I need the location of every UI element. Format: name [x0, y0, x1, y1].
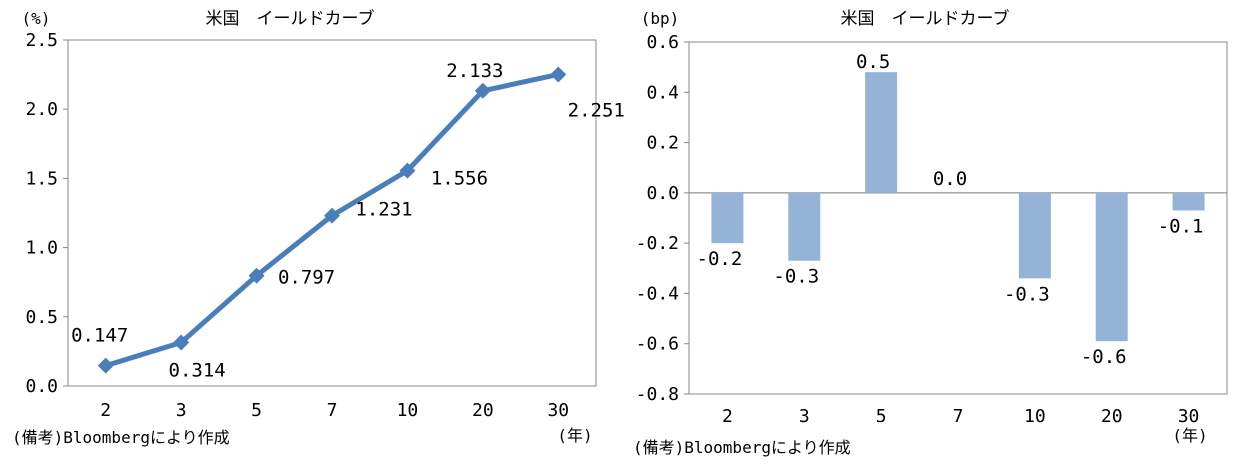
right-x-tick-label: 7	[953, 406, 964, 427]
right-chart: 米国 イールドカーブ (bp) 0.6 0.4 0.2 0.0 -0.2 -0.4 -0.6…	[633, 8, 1228, 457]
left-y-tick-label: 2.5	[25, 30, 58, 51]
right-x-tick-label: 20	[1101, 406, 1123, 427]
left-x-tick-label: 30	[547, 400, 569, 421]
right-data-label: -0.6	[1081, 346, 1127, 368]
left-x-tick-label: 5	[251, 400, 262, 421]
left-x-tick-label: 20	[472, 400, 494, 421]
left-x-axis: 2 3 5 7 10 20 30	[100, 400, 569, 421]
left-x-tick-label: 7	[327, 400, 338, 421]
right-data-label: 0.5	[856, 51, 890, 73]
left-data-point	[550, 66, 567, 83]
left-data-point	[248, 267, 265, 284]
right-x-axis: 2 3 5 7 10 20 30	[722, 406, 1199, 427]
right-bar	[788, 192, 821, 261]
left-y-unit: (%)	[22, 9, 51, 28]
right-bar	[1095, 192, 1128, 342]
left-data-point	[324, 207, 340, 224]
right-y-tick-label: 0.2	[646, 133, 679, 154]
left-y-tick-label: 0.5	[25, 307, 58, 328]
left-data-point	[97, 357, 114, 374]
left-y-tick-label: 1.5	[25, 168, 58, 189]
right-x-unit: (年)	[1172, 426, 1207, 445]
right-data-label: -0.3	[1004, 283, 1050, 305]
right-data-label: -0.3	[773, 266, 819, 288]
right-y-tick-label: -0.4	[636, 283, 679, 304]
left-data-label: 1.231	[355, 199, 412, 221]
right-bar	[1172, 192, 1205, 211]
left-data-label: 0.797	[278, 267, 335, 289]
right-y-tick-label: 0.6	[646, 32, 679, 53]
left-source-note: (備考)Bloombergにより作成	[12, 428, 230, 447]
right-source-note: (備考)Bloombergにより作成	[633, 438, 851, 457]
right-data-labels: -0.2 -0.3 0.5 0.0 -0.3 -0.6 -0.1	[697, 51, 1204, 368]
right-data-label: -0.1	[1158, 215, 1204, 237]
right-y-tick-label: -0.8	[636, 384, 679, 405]
right-x-tick-label: 10	[1024, 406, 1046, 427]
right-data-label: 0.0	[933, 168, 967, 190]
left-data-point	[474, 82, 491, 99]
right-plot-area	[688, 41, 1228, 395]
left-x-tick-label: 3	[176, 400, 187, 421]
left-chart: 米国 イールドカーブ (%) 0.0 0.5 1.0 1.5 2.0 2.5 2 3 5 7 10…	[12, 8, 625, 447]
right-y-tick-label: -0.2	[636, 233, 679, 254]
right-bars	[711, 72, 1205, 342]
left-y-tick-label: 2.0	[25, 99, 58, 120]
left-x-unit: (年)	[557, 426, 592, 445]
right-x-tick-label: 3	[799, 406, 810, 427]
right-bar	[865, 72, 898, 193]
right-y-unit: (bp)	[641, 9, 680, 28]
right-x-tick-label: 30	[1178, 406, 1200, 427]
left-y-axis: 0.0 0.5 1.0 1.5 2.0 2.5	[25, 30, 68, 397]
left-markers	[97, 66, 567, 374]
right-x-tick-label: 2	[722, 406, 733, 427]
left-data-label: 0.147	[71, 325, 128, 347]
right-y-axis: 0.6 0.4 0.2 0.0 -0.2 -0.4 -0.6 -0.8	[636, 32, 689, 405]
left-chart-title: 米国 イールドカーブ	[206, 8, 375, 29]
left-data-label: 2.251	[568, 99, 625, 121]
left-x-tick-label: 10	[397, 400, 419, 421]
right-chart-title: 米国 イールドカーブ	[841, 8, 1010, 29]
left-x-tick-label: 2	[100, 400, 111, 421]
right-bar	[1018, 192, 1051, 279]
left-data-point	[173, 334, 190, 351]
left-data-label: 2.133	[446, 60, 503, 82]
right-bar	[711, 192, 744, 244]
right-y-tick-label: -0.6	[636, 334, 679, 355]
right-x-tick-label: 5	[876, 406, 887, 427]
right-data-label: -0.2	[697, 248, 743, 270]
left-data-label: 0.314	[169, 360, 226, 382]
left-y-tick-label: 1.0	[25, 238, 58, 259]
left-data-label: 1.556	[431, 168, 488, 190]
right-y-tick-label: 0.0	[646, 183, 679, 204]
left-data-labels: 0.147 0.314 0.797 1.231 1.556 2.133 2.251	[71, 60, 625, 382]
left-data-point	[399, 162, 416, 179]
left-y-tick-label: 0.0	[25, 376, 58, 397]
right-y-tick-label: 0.4	[646, 82, 679, 103]
